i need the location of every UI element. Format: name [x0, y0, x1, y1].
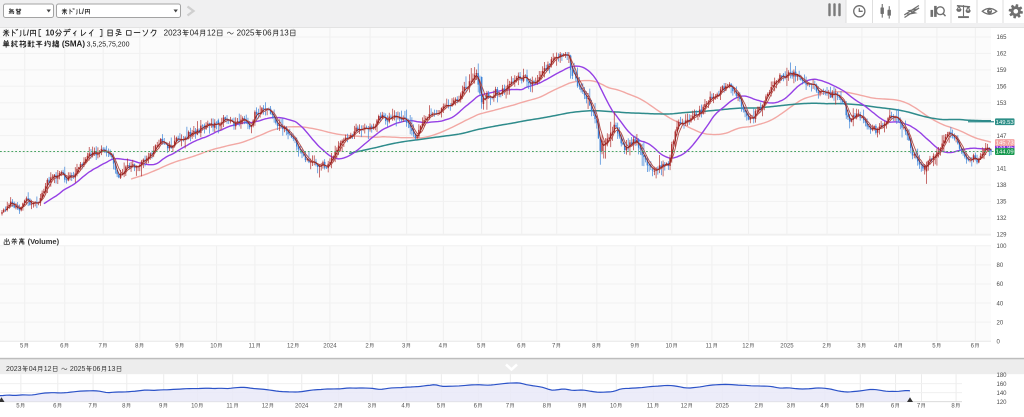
- svg-text:4: 4: [439, 344, 443, 350]
- svg-text:149.53: 149.53: [996, 120, 1015, 126]
- svg-text:0: 0: [997, 340, 1001, 346]
- svg-text:4: 4: [894, 344, 898, 350]
- svg-text:(SMA): (SMA): [62, 40, 85, 49]
- svg-text:135: 135: [997, 200, 1008, 206]
- svg-text:140: 140: [997, 391, 1008, 397]
- svg-text:12: 12: [287, 344, 294, 350]
- svg-text:138: 138: [997, 183, 1008, 189]
- svg-text:10: 10: [610, 404, 617, 410]
- svg-text:5: 5: [16, 404, 20, 410]
- svg-text:162: 162: [997, 52, 1008, 58]
- svg-text:5: 5: [856, 404, 860, 410]
- svg-text:4: 4: [820, 404, 824, 410]
- svg-text:5: 5: [20, 344, 24, 350]
- svg-text:9: 9: [578, 404, 582, 410]
- svg-text:11: 11: [226, 404, 233, 410]
- svg-text:(Volume): (Volume): [28, 237, 60, 246]
- svg-text:2025: 2025: [716, 404, 730, 410]
- svg-text:3: 3: [368, 404, 372, 410]
- svg-text:8: 8: [543, 404, 547, 410]
- svg-text:4: 4: [401, 404, 405, 410]
- svg-text:2023: 2023: [164, 29, 182, 38]
- svg-text:7: 7: [917, 404, 921, 410]
- svg-text:2023: 2023: [6, 366, 22, 373]
- svg-text:2025: 2025: [237, 29, 255, 38]
- svg-text:11: 11: [706, 344, 713, 350]
- svg-text:6: 6: [971, 344, 975, 350]
- svg-text:06: 06: [93, 366, 101, 373]
- svg-text:141: 141: [997, 167, 1008, 173]
- svg-text:13: 13: [280, 29, 289, 38]
- svg-text:2: 2: [334, 404, 338, 410]
- svg-text:3,5,25,75,200: 3,5,25,75,200: [87, 42, 130, 49]
- svg-text:3: 3: [402, 344, 406, 350]
- svg-text:80: 80: [997, 263, 1004, 269]
- svg-text:06: 06: [263, 29, 272, 38]
- svg-text:144.09: 144.09: [996, 150, 1014, 156]
- svg-text:147: 147: [997, 134, 1008, 140]
- svg-text:2025: 2025: [70, 366, 86, 373]
- svg-text:6: 6: [517, 344, 521, 350]
- svg-text:153: 153: [997, 101, 1008, 107]
- svg-text:7: 7: [99, 344, 103, 350]
- svg-text:8: 8: [592, 344, 596, 350]
- svg-text:11: 11: [249, 344, 256, 350]
- svg-text:2024: 2024: [295, 404, 309, 410]
- svg-text:12: 12: [742, 344, 749, 350]
- svg-text:100: 100: [997, 244, 1008, 250]
- svg-text:12: 12: [207, 29, 216, 38]
- svg-text:165: 165: [997, 35, 1008, 41]
- svg-text:2: 2: [754, 404, 758, 410]
- svg-text:10: 10: [45, 29, 54, 38]
- svg-text:10: 10: [665, 344, 672, 350]
- svg-text:12: 12: [681, 404, 688, 410]
- svg-text:13: 13: [108, 366, 116, 373]
- svg-text:3: 3: [787, 404, 791, 410]
- svg-text:7: 7: [552, 344, 556, 350]
- svg-text:156: 156: [997, 85, 1008, 91]
- svg-text:8: 8: [122, 404, 126, 410]
- svg-text:12: 12: [262, 404, 269, 410]
- svg-text:180: 180: [997, 373, 1008, 379]
- svg-text:60: 60: [997, 282, 1004, 288]
- svg-text:160: 160: [997, 382, 1008, 388]
- svg-text:12: 12: [44, 366, 52, 373]
- svg-text:8: 8: [135, 344, 139, 350]
- svg-text:04: 04: [190, 29, 199, 38]
- svg-text:20: 20: [997, 320, 1004, 326]
- svg-text:6: 6: [474, 404, 478, 410]
- svg-text:04: 04: [29, 366, 37, 373]
- svg-text:/: /: [27, 29, 30, 38]
- svg-text:5: 5: [932, 344, 936, 350]
- svg-text:40: 40: [997, 301, 1004, 307]
- svg-text:2: 2: [365, 344, 369, 350]
- svg-text:145.73: 145.73: [996, 141, 1015, 147]
- svg-text:9: 9: [159, 404, 163, 410]
- svg-text:6: 6: [60, 344, 64, 350]
- svg-text:9: 9: [175, 344, 179, 350]
- svg-text:11: 11: [647, 404, 654, 410]
- svg-text:10: 10: [210, 344, 217, 350]
- svg-text:120: 120: [997, 400, 1008, 406]
- svg-text:159: 159: [997, 68, 1008, 74]
- svg-text:/: /: [82, 9, 84, 16]
- svg-text:6: 6: [891, 404, 895, 410]
- svg-text:10: 10: [191, 404, 198, 410]
- svg-text:5: 5: [437, 404, 441, 410]
- svg-text:5: 5: [477, 344, 481, 350]
- svg-text:6: 6: [53, 404, 57, 410]
- svg-text:2024: 2024: [323, 344, 337, 350]
- svg-text:7: 7: [88, 404, 92, 410]
- svg-text:2: 2: [822, 344, 826, 350]
- svg-text:2025: 2025: [780, 344, 794, 350]
- svg-text:132: 132: [997, 216, 1008, 222]
- svg-text:3: 3: [857, 344, 861, 350]
- svg-text:9: 9: [631, 344, 635, 350]
- svg-text:7: 7: [506, 404, 510, 410]
- svg-text:8: 8: [951, 404, 955, 410]
- svg-text:129: 129: [997, 232, 1008, 238]
